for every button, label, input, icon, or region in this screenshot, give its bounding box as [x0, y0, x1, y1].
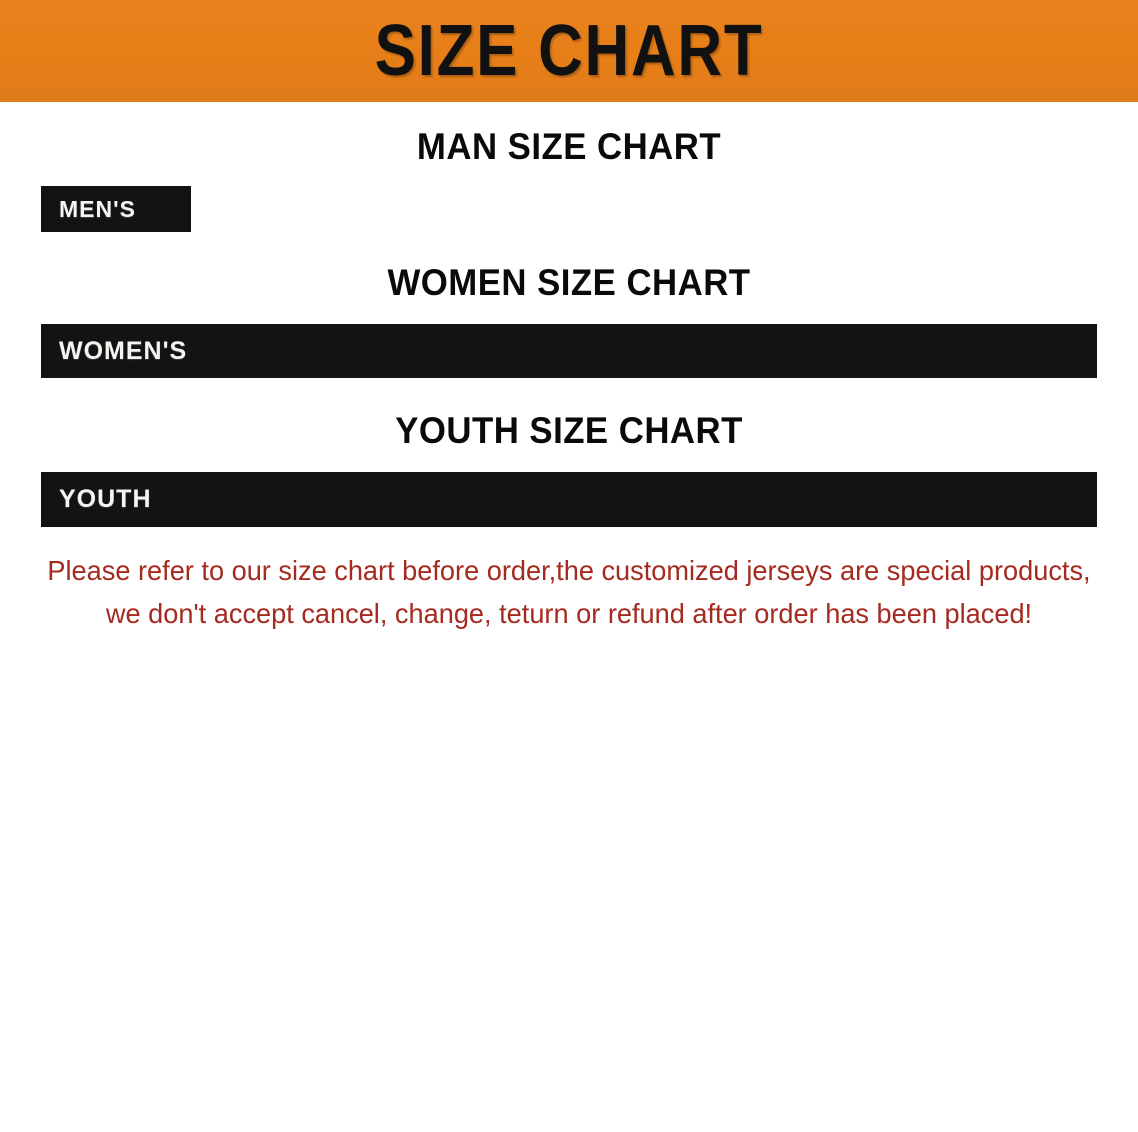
page-banner: SIZE CHART — [0, 0, 1138, 102]
man-corner-label: MEN'S — [41, 186, 192, 232]
women-section-title: WOMEN SIZE CHART — [387, 262, 751, 303]
youth-size-table-wrapper: YOUTH — [0, 472, 1138, 527]
women-size-table: WOMEN'S — [41, 324, 1097, 378]
youth-section-title: YOUTH SIZE CHART — [395, 410, 743, 451]
man-section-title: MAN SIZE CHART — [416, 126, 722, 167]
man-size-table-wrapper: MEN'S — [0, 186, 1138, 232]
footer-note-line-2: we don't accept cancel, change, teturn o… — [105, 598, 1033, 630]
footer-note: Please refer to our size chart before or… — [45, 549, 1093, 636]
women-corner-label: WOMEN'S — [41, 324, 1097, 378]
youth-table-header-row: YOUTH — [41, 472, 1097, 527]
man-table-header-row: MEN'S — [41, 186, 1097, 232]
women-size-table-wrapper: WOMEN'S — [0, 324, 1138, 378]
page-title: SIZE CHART — [374, 11, 764, 91]
youth-corner-label: YOUTH — [41, 472, 1097, 527]
women-table-header-row: WOMEN'S — [41, 324, 1097, 378]
footer-note-line-1: Please refer to our size chart before or… — [47, 555, 1091, 586]
youth-size-table: YOUTH — [41, 472, 1097, 527]
man-size-table: MEN'S — [41, 186, 1097, 232]
